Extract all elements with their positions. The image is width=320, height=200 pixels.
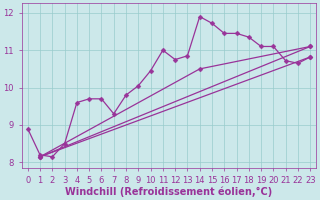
X-axis label: Windchill (Refroidissement éolien,°C): Windchill (Refroidissement éolien,°C) — [65, 186, 273, 197]
